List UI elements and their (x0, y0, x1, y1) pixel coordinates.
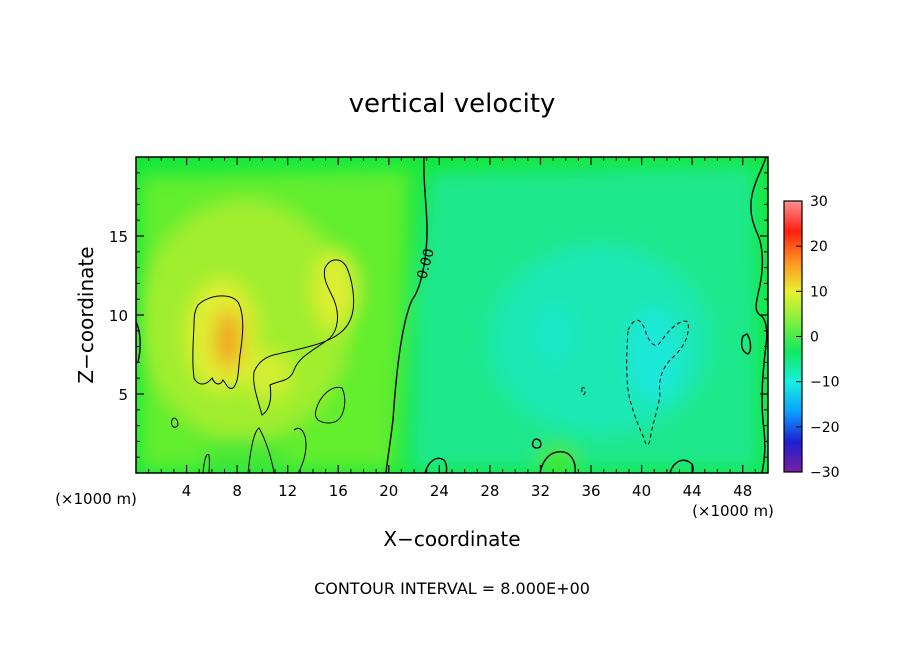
x-tick-label: 20 (379, 482, 398, 500)
contour-lines-negative (581, 319, 689, 446)
plot-area: 0.00 (136, 157, 768, 473)
y-tick-label: 10 (109, 307, 128, 325)
zero-contour-arch-44 (669, 459, 694, 473)
updraft-filament-contour (293, 427, 307, 473)
updraft-upper-contour (253, 259, 355, 416)
updraft-upper-fill (313, 250, 357, 330)
x-unit-label: (×1000 m) (692, 502, 774, 520)
downdraft-core-fill (627, 307, 683, 403)
updraft-filament2-contour (247, 427, 275, 473)
x-axis-label: X−coordinate (383, 527, 520, 551)
x-tick-label: 16 (329, 482, 348, 500)
downdraft-contour (626, 319, 689, 446)
colorbar-tick-label: −30 (810, 465, 840, 481)
updraft-low-contour (314, 386, 346, 424)
y-tick-label: 15 (109, 228, 128, 246)
y-axis-label: Z−coordinate (74, 246, 98, 383)
zero-contour-blob-32 (531, 438, 542, 449)
colorbar-tick-label: 10 (810, 284, 828, 300)
chart-title: vertical velocity (349, 89, 556, 119)
downdraft-small-contour (581, 386, 586, 396)
contour-lines (136, 157, 768, 473)
contour-lines-positive (171, 259, 355, 473)
x-tick-label: 36 (581, 482, 600, 500)
updraft-small-contour (171, 417, 179, 428)
x-tick-label: 8 (232, 482, 242, 500)
zero-contour-east (750, 157, 768, 473)
zero-contour-main (385, 157, 428, 473)
zero-contour-west-edge (136, 321, 141, 363)
upflow-patch-right (536, 444, 580, 472)
upflow-patch-left (200, 437, 290, 473)
contour-value-label: 0.00 (414, 247, 438, 281)
colorbar-tick-label: 0 (810, 330, 819, 346)
colorbar: 30 20 10 0 −10 −20 −30 (783, 194, 840, 481)
x-tick-label: 32 (531, 482, 550, 500)
colorbar-tick-label: −10 (810, 375, 840, 391)
x-tick-label: 48 (733, 482, 752, 500)
x-tick-label: 40 (632, 482, 651, 500)
updraft-core-fill (214, 310, 242, 370)
x-tick-label: 4 (182, 482, 192, 500)
x-tick-label: 28 (480, 482, 499, 500)
zero-contour-blob-east (740, 333, 752, 355)
descent-patch-fill (533, 305, 577, 365)
updraft-low-fill (246, 351, 290, 399)
colorbar-tick-label: 30 (810, 194, 828, 210)
zero-contour-arch-24 (424, 457, 448, 473)
updraft-core-contour (192, 295, 244, 389)
contour-interval-note: CONTOUR INTERVAL = 8.000E+00 (314, 579, 590, 598)
z-unit-label: (×1000 m) (55, 490, 137, 508)
y-tick-label: 5 (118, 386, 128, 404)
x-tick-label: 44 (683, 482, 702, 500)
colorbar-tick-label: 20 (810, 239, 828, 255)
colorbar-tick-label: −20 (810, 420, 840, 436)
updraft-sliver-contour (202, 453, 210, 473)
x-tick-label: 24 (430, 482, 449, 500)
x-tick-label: 12 (278, 482, 297, 500)
zero-contour-arch-32 (539, 451, 576, 473)
